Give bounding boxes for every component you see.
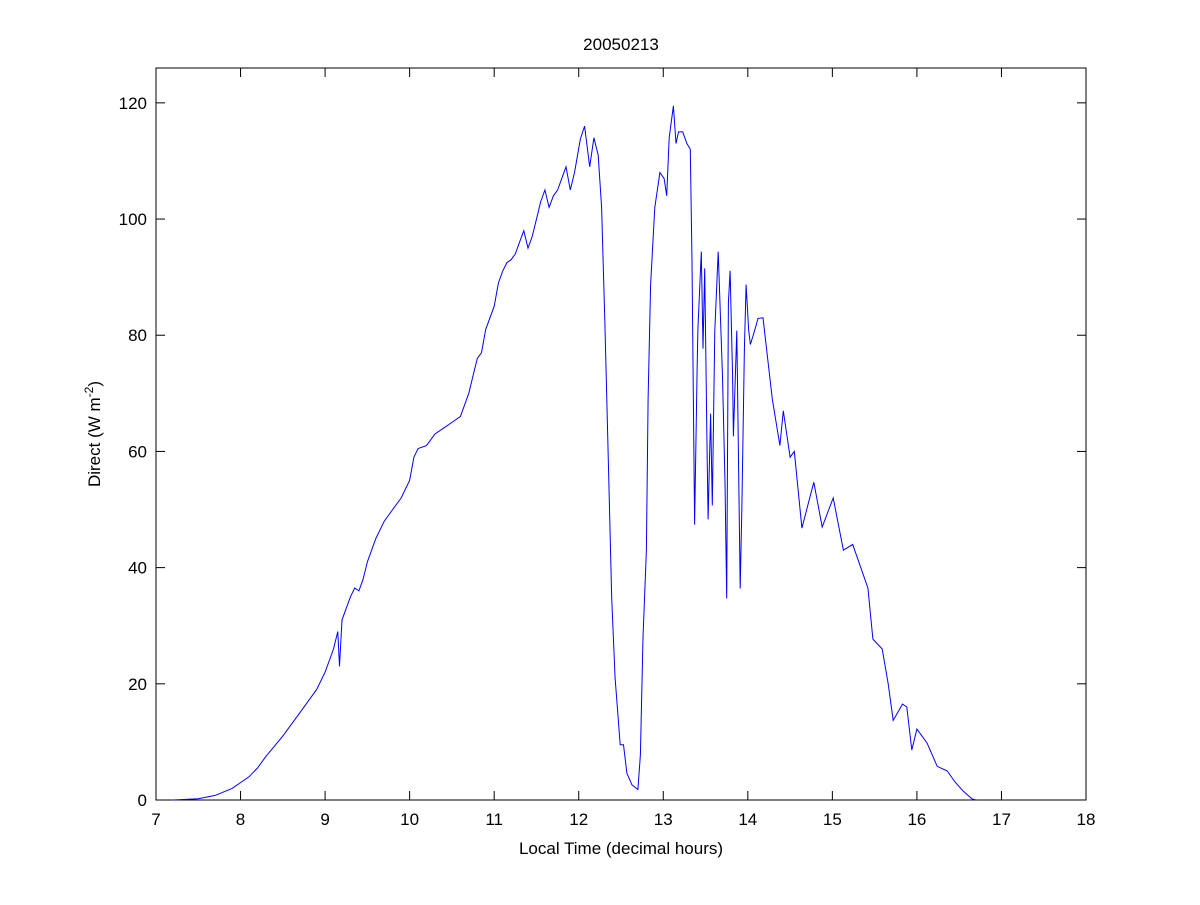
y-tick-label: 0 (138, 791, 147, 810)
x-axis: 7 8 9 10 11 12 13 14 15 16 17 18 (151, 68, 1095, 829)
x-tick-label: 12 (569, 810, 588, 829)
y-axis-label-superscript: -2 (82, 386, 96, 397)
y-tick-label: 120 (119, 94, 147, 113)
y-tick-label: 20 (128, 675, 147, 694)
x-tick-label: 18 (1077, 810, 1096, 829)
plot-area (155, 67, 1087, 801)
x-tick-label: 11 (485, 810, 503, 829)
x-tick-label: 17 (992, 810, 1011, 829)
y-axis-label-end: ) (85, 381, 104, 387)
x-tick-label: 9 (320, 810, 329, 829)
y-axis-label-text: Direct (W m (85, 397, 104, 487)
axes-box (155, 67, 1087, 801)
x-axis-label: Local Time (decimal hours) (519, 839, 723, 858)
x-tick-label: 16 (907, 810, 926, 829)
x-tick-label: 14 (738, 810, 757, 829)
chart-title: 20050213 (583, 35, 659, 54)
x-tick-label: 10 (400, 810, 419, 829)
y-axis-label: Direct (W m-2) (82, 381, 104, 487)
y-tick-label: 40 (128, 559, 147, 578)
y-tick-label: 60 (128, 442, 147, 461)
x-tick-label: 13 (654, 810, 673, 829)
series-line-direct (172, 105, 977, 801)
x-tick-label: 7 (151, 810, 160, 829)
y-tick-label: 100 (119, 210, 147, 229)
x-tick-label: 15 (823, 810, 842, 829)
y-axis: 0 20 40 60 80 100 120 (119, 94, 1086, 810)
x-tick-label: 8 (236, 810, 245, 829)
y-tick-label: 80 (128, 326, 147, 345)
